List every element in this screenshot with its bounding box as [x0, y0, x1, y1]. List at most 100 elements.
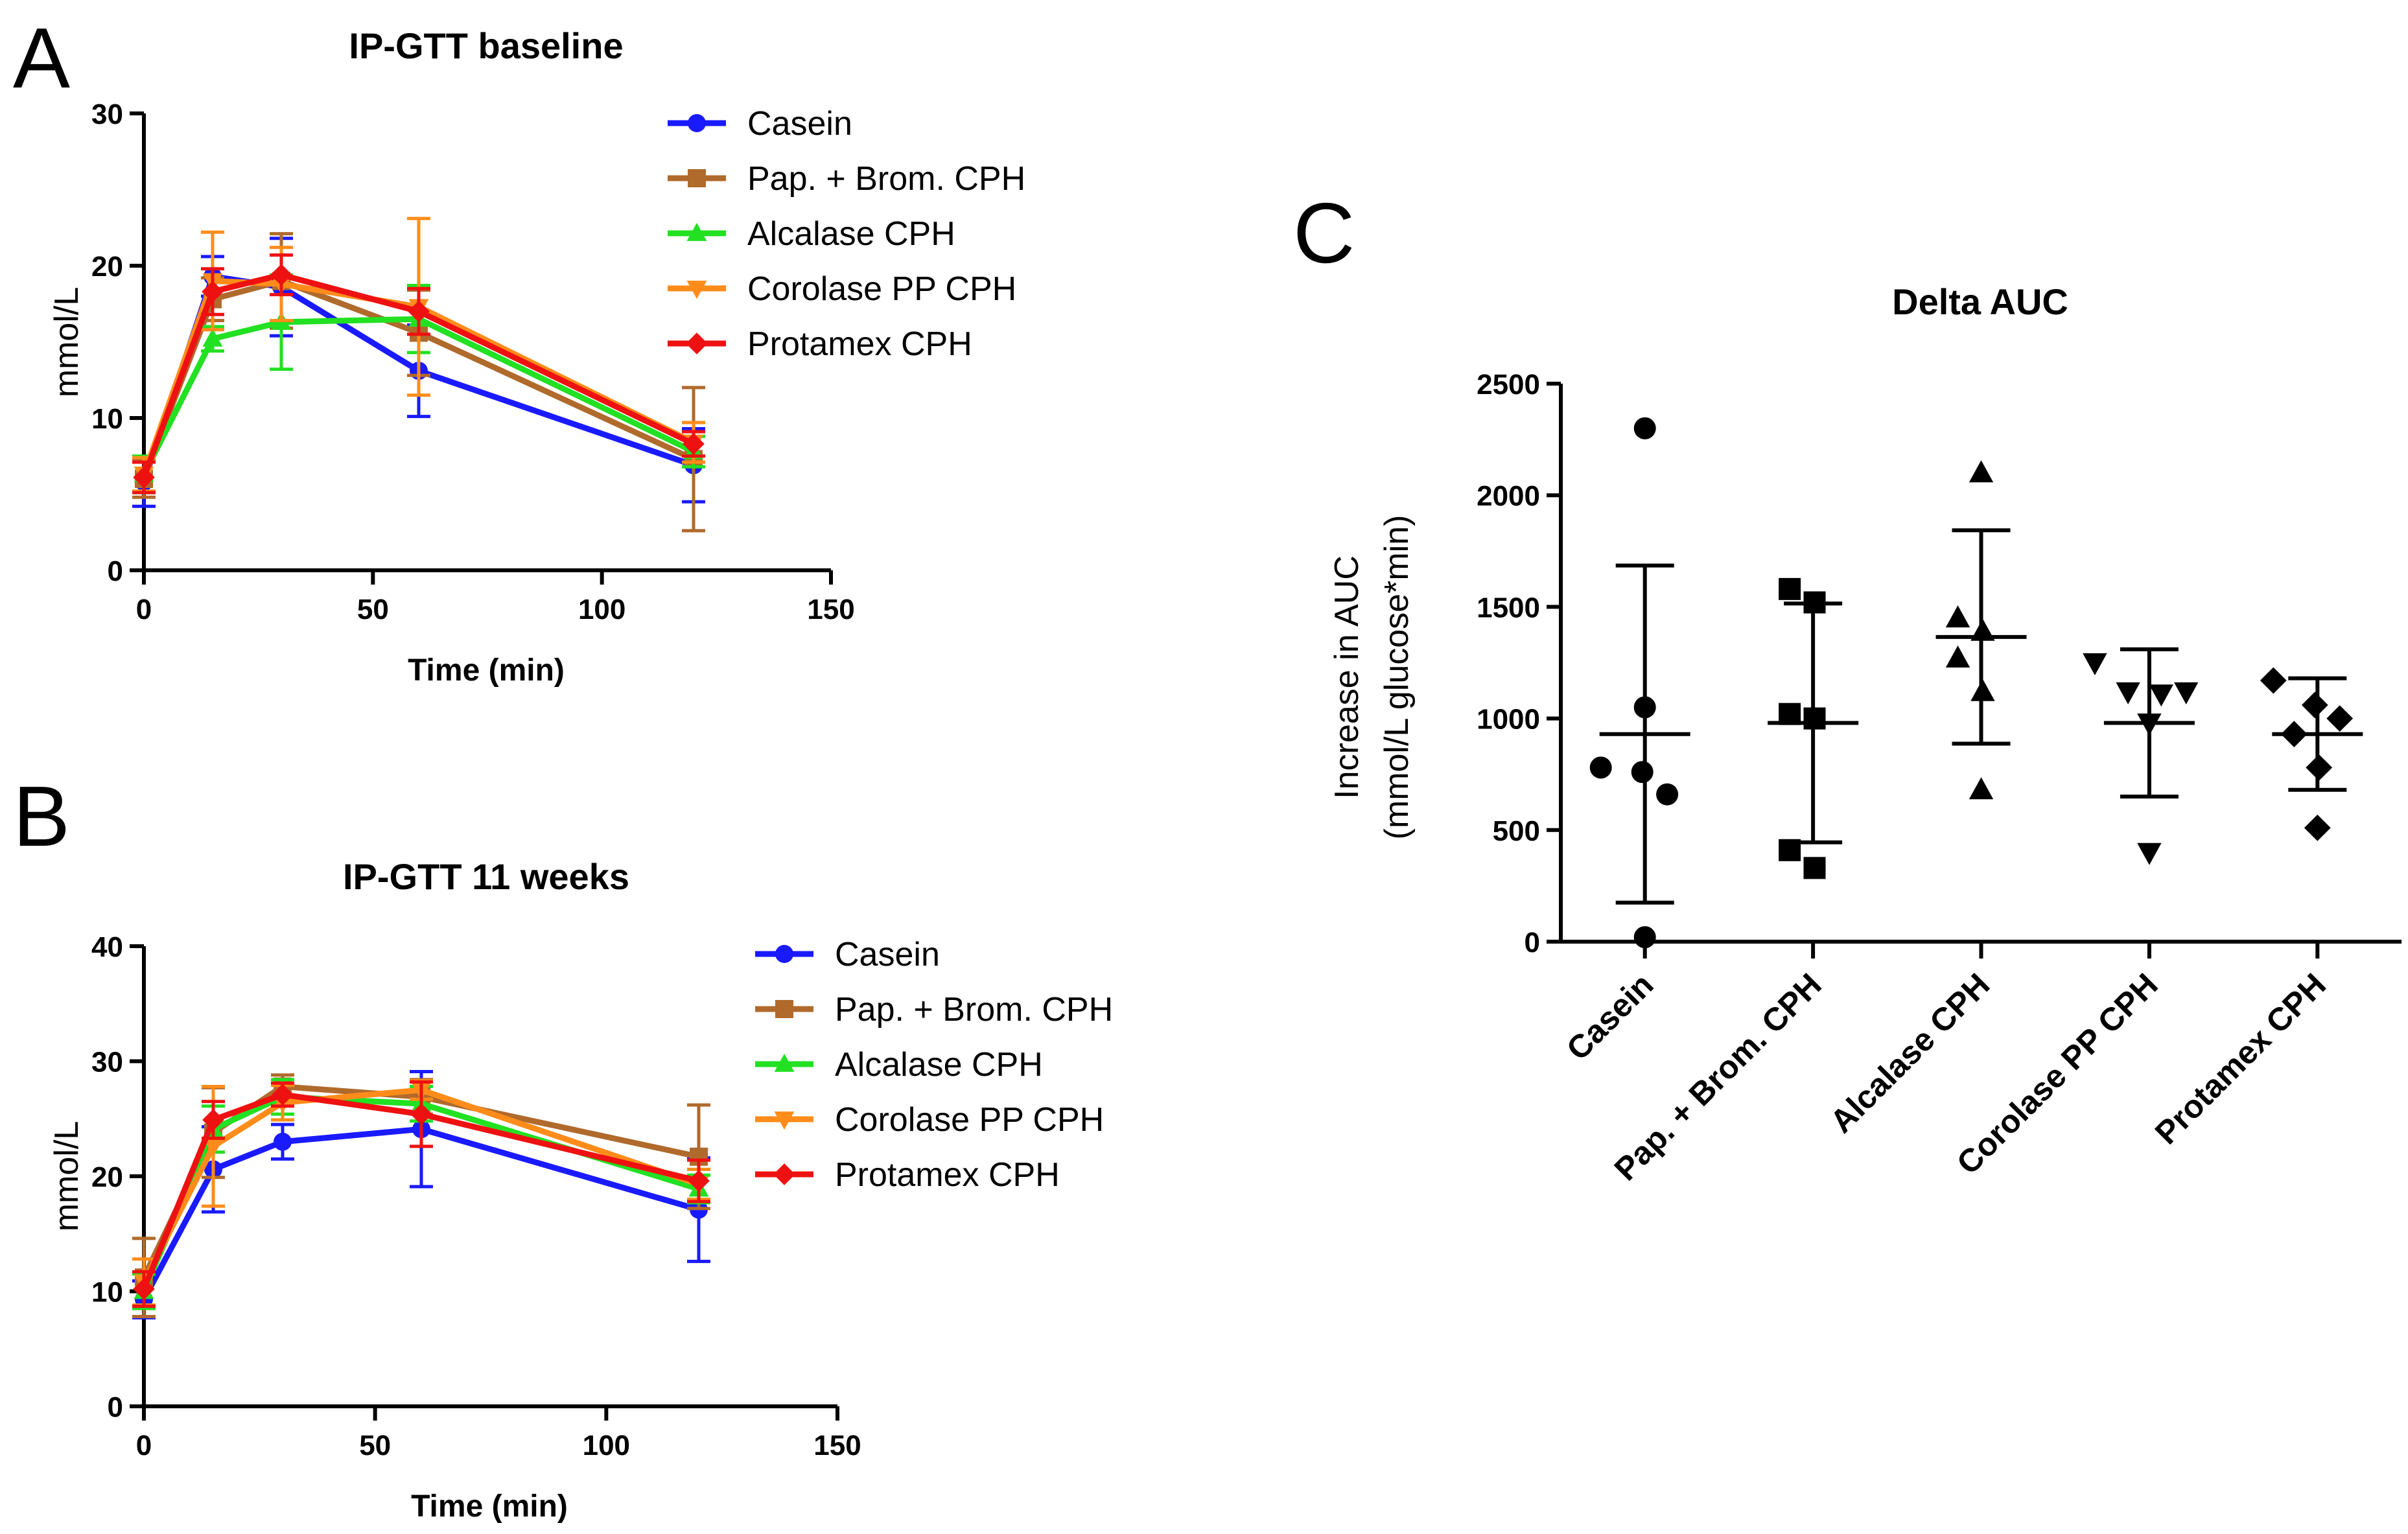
x-tick-label: 0 [136, 1430, 152, 1461]
x-tick-label: 50 [357, 594, 389, 625]
legend-marker [688, 114, 706, 132]
panel-b-plot-area [132, 1069, 710, 1319]
panel-c-ylabel-units: (mmol/L glucose*min) [1378, 515, 1416, 840]
legend-label: Casein [747, 105, 852, 143]
category-label-protamex-cph: Protamex CPH [2148, 966, 2333, 1151]
panel-a-ylabel: mmol/L [48, 287, 86, 397]
category-label-alcalase-cph: Alcalase CPH [1823, 966, 1997, 1140]
y-tick-label: 20 [91, 251, 123, 283]
panel-a-plot-area [132, 216, 705, 533]
panel-c-chart: Delta AUC Increase in AUC (mmol/L glucos… [1328, 281, 2402, 1187]
group-protamex-cph [2260, 667, 2363, 841]
legend-item-alcalase-cph: Alcalase CPH [755, 1046, 1043, 1084]
group-pap-brom-cph [1768, 577, 1859, 879]
panel-a-legend: Casein Pap. + Brom. CPH Alcalase CPH Corola… [668, 105, 1025, 363]
legend-label: Corolase PP CPH [835, 1101, 1104, 1139]
x-tick-label: 100 [583, 1430, 630, 1461]
legend-item-pap-brom-cph: Pap. + Brom. CPH [755, 991, 1113, 1028]
legend-label: Pap. + Brom. CPH [747, 160, 1025, 198]
y-tick-label: 2500 [1477, 369, 1540, 401]
data-point [2280, 721, 2308, 748]
y-tick-label: 30 [91, 99, 123, 130]
data-point [1656, 783, 1679, 806]
data-point [2326, 705, 2354, 732]
data-point [1803, 857, 1826, 879]
series-protamex-cph [132, 253, 705, 494]
legend-label: Alcalase CPH [835, 1046, 1043, 1084]
data-point [202, 1109, 224, 1131]
legend-item-casein: Casein [668, 105, 852, 143]
data-point [202, 281, 224, 303]
legend-marker [686, 332, 708, 354]
data-point [683, 433, 705, 455]
panel-b-legend: Casein Pap. + Brom. CPH Alcalase CPH Corola… [755, 936, 1113, 1194]
legend-item-corolase-pp-cph: Corolase PP CPH [668, 270, 1016, 308]
category-label-casein: Casein [1560, 966, 1661, 1067]
x-tick-label: 150 [813, 1430, 861, 1461]
legend-label: Alcalase CPH [747, 215, 955, 253]
panel-c-ylabel: Increase in AUC [1328, 555, 1366, 799]
x-tick-label: 150 [807, 594, 854, 625]
y-tick-label: 0 [108, 1391, 123, 1423]
legend-marker [688, 169, 706, 187]
data-point [1589, 756, 1612, 779]
panel-letter-c: C [1293, 185, 1355, 281]
data-point [1970, 679, 1995, 701]
legend-item-alcalase-cph: Alcalase CPH [668, 215, 955, 253]
legend-item-casein: Casein [755, 936, 940, 973]
y-tick-label: 10 [91, 403, 123, 435]
legend-label: Casein [835, 936, 940, 973]
data-point [2306, 754, 2333, 781]
data-point [2083, 653, 2107, 676]
data-point [2149, 684, 2173, 707]
panel-a-chart: IP-GTT baseline Time (min) mmol/L 0 50 100… [48, 25, 1025, 688]
y-tick-label: 0 [108, 555, 123, 587]
panel-b-chart: IP-GTT 11 weeks Time (min) mmol/L 0 50 100… [48, 856, 1113, 1524]
series-corolase-pp-cph [132, 216, 705, 493]
panel-letter-a: A [13, 10, 70, 106]
data-point [2301, 691, 2328, 719]
legend-marker [773, 1163, 795, 1185]
data-point [1970, 618, 1995, 641]
data-point [133, 466, 155, 489]
data-point [1945, 645, 1970, 668]
data-point [270, 264, 292, 286]
panel-a-xlabel: Time (min) [408, 653, 565, 688]
data-point [2137, 714, 2162, 736]
data-point [2137, 843, 2162, 865]
data-point [202, 328, 223, 347]
data-point [1803, 591, 1826, 614]
x-tick-label: 50 [359, 1430, 391, 1461]
panel-c-title: Delta AUC [1892, 281, 2068, 322]
legend-marker [775, 1000, 793, 1018]
data-point [1969, 777, 1994, 800]
legend-label: Corolase PP CPH [747, 270, 1016, 308]
data-point [2116, 682, 2140, 704]
y-tick-label: 2000 [1477, 480, 1540, 512]
data-point [1803, 707, 1826, 730]
group-corolase-pp-cph [2083, 647, 2199, 865]
panel-b-xlabel: Time (min) [411, 1489, 568, 1524]
panel-letter-b: B [13, 769, 70, 864]
y-tick-label: 10 [91, 1277, 123, 1308]
data-point [2174, 682, 2199, 704]
data-point [2260, 667, 2287, 694]
x-tick-label: 0 [136, 594, 152, 625]
series-protamex-cph [132, 1080, 710, 1308]
data-point [1633, 696, 1656, 719]
data-point [1633, 417, 1656, 439]
data-point [203, 1138, 224, 1157]
legend-marker [774, 1111, 795, 1130]
y-tick-label: 1500 [1477, 592, 1540, 623]
legend-marker [775, 945, 793, 963]
group-alcalase-cph [1935, 460, 2027, 800]
data-point [2304, 814, 2331, 841]
data-point [1969, 460, 1994, 483]
data-point [410, 1103, 432, 1125]
legend-marker [686, 222, 707, 241]
data-point [272, 1084, 294, 1106]
data-point [133, 1278, 155, 1300]
legend-item-protamex-cph: Protamex CPH [668, 325, 972, 363]
